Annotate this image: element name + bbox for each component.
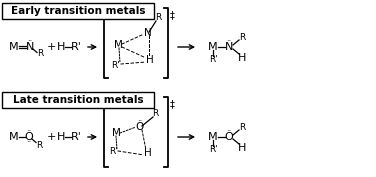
Text: H: H: [146, 55, 154, 65]
Text: M: M: [114, 40, 123, 50]
Text: +: +: [46, 42, 56, 52]
Text: H: H: [238, 143, 246, 153]
Text: R: R: [239, 33, 245, 41]
Text: N: N: [26, 42, 34, 52]
Text: R': R': [209, 145, 217, 155]
Text: N: N: [225, 42, 233, 52]
Text: R': R': [112, 61, 120, 70]
Text: O: O: [136, 122, 144, 132]
FancyBboxPatch shape: [2, 92, 154, 108]
Text: ‡: ‡: [170, 10, 175, 20]
Text: ··: ··: [226, 127, 232, 136]
FancyBboxPatch shape: [2, 3, 154, 19]
Text: M: M: [208, 42, 218, 52]
Text: H: H: [144, 148, 152, 158]
Text: ··: ··: [26, 138, 32, 147]
Text: ··: ··: [26, 127, 32, 136]
Text: O: O: [24, 132, 33, 142]
Text: M: M: [208, 132, 218, 142]
Text: R': R': [71, 42, 82, 52]
Text: H: H: [238, 53, 246, 63]
Text: H: H: [57, 132, 65, 142]
Text: R: R: [152, 109, 158, 118]
Text: R: R: [155, 13, 161, 22]
Text: M: M: [9, 42, 19, 52]
Text: +: +: [46, 132, 56, 142]
Text: ··: ··: [27, 37, 33, 46]
Text: Early transition metals: Early transition metals: [11, 6, 145, 16]
Text: R': R': [109, 147, 117, 156]
Text: M: M: [112, 128, 120, 138]
Text: H: H: [57, 42, 65, 52]
Text: Late transition metals: Late transition metals: [13, 95, 143, 105]
Text: R': R': [71, 132, 82, 142]
Text: R: R: [239, 122, 245, 132]
Text: N: N: [144, 28, 152, 38]
Text: ··: ··: [226, 37, 232, 46]
Text: ··: ··: [137, 117, 143, 126]
Text: O: O: [224, 132, 233, 142]
Text: ‡: ‡: [170, 99, 175, 109]
Text: R: R: [36, 141, 42, 150]
Text: R: R: [37, 50, 43, 59]
Text: M: M: [9, 132, 19, 142]
Text: R': R': [209, 56, 217, 64]
